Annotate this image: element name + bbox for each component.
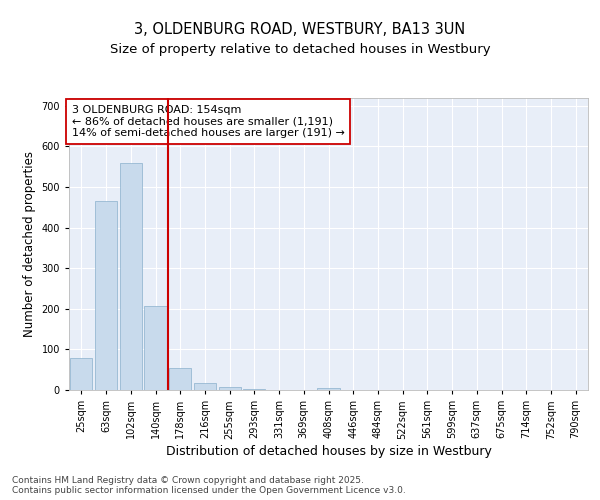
Text: 3, OLDENBURG ROAD, WESTBURY, BA13 3UN: 3, OLDENBURG ROAD, WESTBURY, BA13 3UN [134, 22, 466, 38]
Text: 3 OLDENBURG ROAD: 154sqm
← 86% of detached houses are smaller (1,191)
14% of sem: 3 OLDENBURG ROAD: 154sqm ← 86% of detach… [71, 105, 344, 138]
Y-axis label: Number of detached properties: Number of detached properties [23, 151, 36, 337]
Text: Size of property relative to detached houses in Westbury: Size of property relative to detached ho… [110, 42, 490, 56]
Text: Contains HM Land Registry data © Crown copyright and database right 2025.
Contai: Contains HM Land Registry data © Crown c… [12, 476, 406, 495]
Bar [145, 306, 167, 390]
Bar [317, 388, 340, 390]
X-axis label: Distribution of detached houses by size in Westbury: Distribution of detached houses by size … [166, 446, 491, 458]
Bar [70, 358, 92, 390]
Bar [194, 382, 216, 390]
Bar [169, 368, 191, 390]
Bar [243, 389, 265, 390]
Bar [218, 387, 241, 390]
Bar [95, 201, 117, 390]
Bar [119, 162, 142, 390]
